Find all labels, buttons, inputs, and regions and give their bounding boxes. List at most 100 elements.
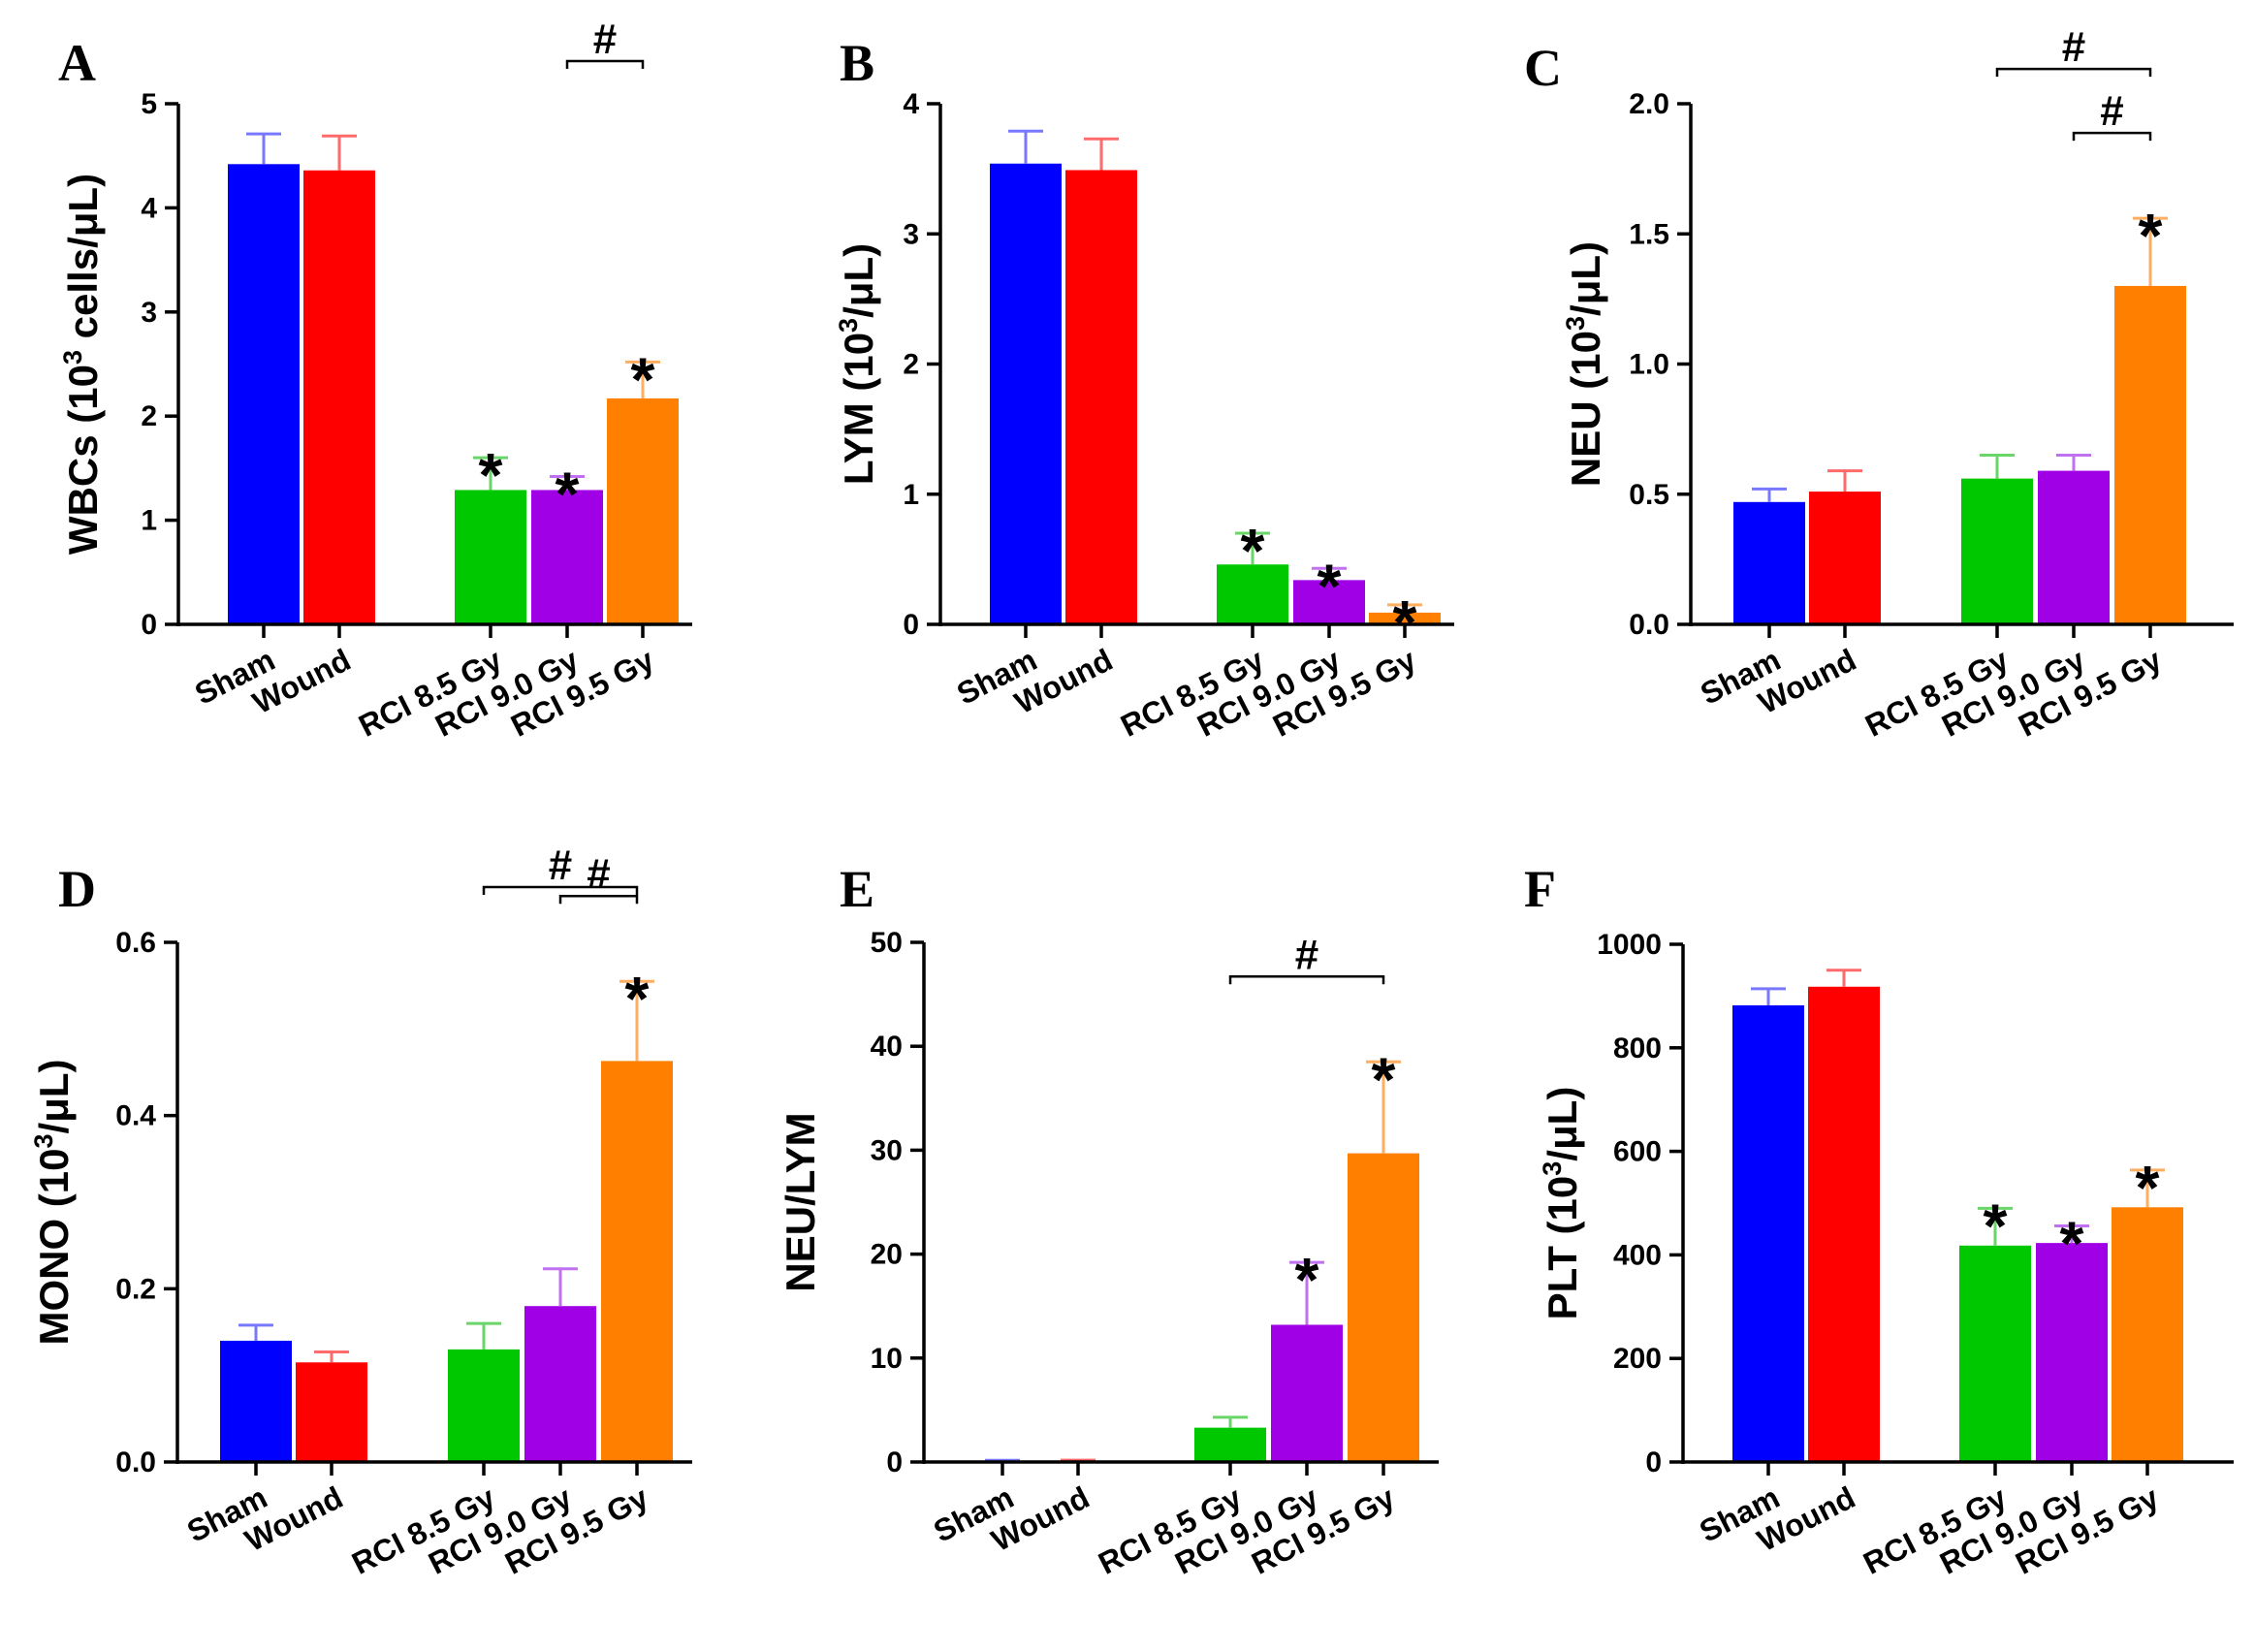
bar-2 xyxy=(1809,492,1881,624)
y-tick-label: 5 xyxy=(141,88,157,120)
significance-star: * xyxy=(2060,1208,2084,1278)
bar-5 xyxy=(601,1061,673,1462)
significance-hash: # xyxy=(549,842,572,889)
significance-bracket xyxy=(482,885,639,895)
y-tick-label: 4 xyxy=(141,192,157,224)
significance-bracket xyxy=(1995,67,2152,78)
bar-2 xyxy=(296,1362,367,1462)
y-tick-label: 2 xyxy=(903,349,919,381)
bar-3 xyxy=(448,1349,520,1462)
y-axis-title: WBCs (103 cells/μL) xyxy=(58,174,106,555)
y-tick-label: 600 xyxy=(1613,1136,1662,1168)
panel-letter: A xyxy=(58,34,96,92)
bar-4 xyxy=(1271,1324,1343,1462)
y-tick-label: 1.0 xyxy=(1629,349,1669,381)
significance-bracket xyxy=(558,894,639,905)
significance-star: * xyxy=(2136,1153,2160,1223)
panel-letter: E xyxy=(840,860,874,918)
y-tick-label: 0 xyxy=(1645,1446,1662,1478)
y-tick-label: 30 xyxy=(871,1134,903,1166)
y-tick-label: 2.0 xyxy=(1629,88,1669,120)
significance-star: * xyxy=(1393,588,1417,657)
y-tick-label: 800 xyxy=(1613,1032,1662,1064)
panel-letter: D xyxy=(58,860,96,918)
panel-letter: C xyxy=(1524,39,1562,97)
significance-hash: # xyxy=(2100,87,2123,135)
y-tick-label: 0 xyxy=(141,609,157,641)
y-tick-label: 3 xyxy=(903,218,919,250)
y-tick-label: 0.4 xyxy=(115,1100,156,1132)
significance-star: * xyxy=(1295,1245,1319,1315)
bar-2 xyxy=(1808,986,1880,1462)
y-tick-label: 3 xyxy=(141,297,157,329)
y-tick-label: 1000 xyxy=(1597,929,1662,961)
y-tick-label: 1.5 xyxy=(1629,218,1669,250)
y-tick-label: 20 xyxy=(871,1239,903,1271)
y-axis-title: LYM (103/μL) xyxy=(834,243,881,485)
y-tick-label: 0.0 xyxy=(115,1446,156,1478)
y-tick-label: 0 xyxy=(903,609,919,641)
significance-bracket xyxy=(565,59,645,69)
significance-star: * xyxy=(1372,1044,1396,1114)
y-tick-label: 4 xyxy=(903,88,919,120)
significance-star: * xyxy=(1984,1191,2008,1260)
bar-4 xyxy=(524,1306,596,1462)
panel-letter: F xyxy=(1524,860,1556,918)
bar-1 xyxy=(1733,501,1805,624)
y-tick-label: 400 xyxy=(1613,1239,1662,1271)
significance-hash: # xyxy=(2062,23,2085,71)
significance-bracket xyxy=(1228,975,1385,985)
significance-hash: # xyxy=(587,850,610,898)
y-axis-title: MONO (103/μL) xyxy=(29,1059,77,1345)
y-tick-label: 1 xyxy=(903,479,919,511)
y-tick-label: 200 xyxy=(1613,1343,1662,1375)
bar-4 xyxy=(2038,470,2110,624)
y-tick-label: 0 xyxy=(886,1446,903,1478)
bar-4 xyxy=(1293,580,1365,624)
bar-4 xyxy=(2036,1243,2108,1462)
y-axis-title: NEU/LYM xyxy=(778,1112,823,1291)
significance-hash: # xyxy=(593,16,617,63)
bar-5 xyxy=(1369,612,1441,624)
significance-star: * xyxy=(2139,201,2163,270)
significance-hash: # xyxy=(1295,931,1318,978)
panel-letter: B xyxy=(840,34,874,92)
bar-1 xyxy=(228,164,300,625)
significance-star: * xyxy=(556,459,580,528)
significance-star: * xyxy=(1241,516,1265,586)
bar-1 xyxy=(220,1340,292,1462)
y-tick-label: 10 xyxy=(871,1343,903,1375)
significance-star: * xyxy=(479,440,503,510)
y-tick-label: 2 xyxy=(141,400,157,432)
bar-5 xyxy=(607,397,679,624)
bar-3 xyxy=(1217,564,1288,624)
y-axis-title: NEU (103/μL) xyxy=(1561,241,1608,487)
bar-3 xyxy=(1194,1427,1266,1462)
bar-3 xyxy=(1961,478,2033,624)
bar-1 xyxy=(990,163,1062,624)
bar-5 xyxy=(2114,285,2186,624)
bar-2 xyxy=(303,170,375,624)
y-tick-label: 0.6 xyxy=(115,927,156,959)
y-tick-label: 0.2 xyxy=(115,1273,156,1305)
y-tick-label: 40 xyxy=(871,1031,903,1063)
bar-2 xyxy=(1065,170,1137,624)
significance-bracket xyxy=(2072,131,2152,142)
y-tick-label: 0.0 xyxy=(1629,609,1669,641)
bar-3 xyxy=(455,490,526,624)
y-axis-title: PLT (103/μL) xyxy=(1538,1087,1585,1320)
significance-star: * xyxy=(1318,551,1342,620)
bar-5 xyxy=(2112,1207,2183,1462)
bar-4 xyxy=(531,490,603,624)
significance-star: * xyxy=(625,964,650,1033)
y-tick-label: 0.5 xyxy=(1629,479,1669,511)
bar-3 xyxy=(1959,1245,2031,1462)
y-tick-label: 50 xyxy=(871,927,903,959)
